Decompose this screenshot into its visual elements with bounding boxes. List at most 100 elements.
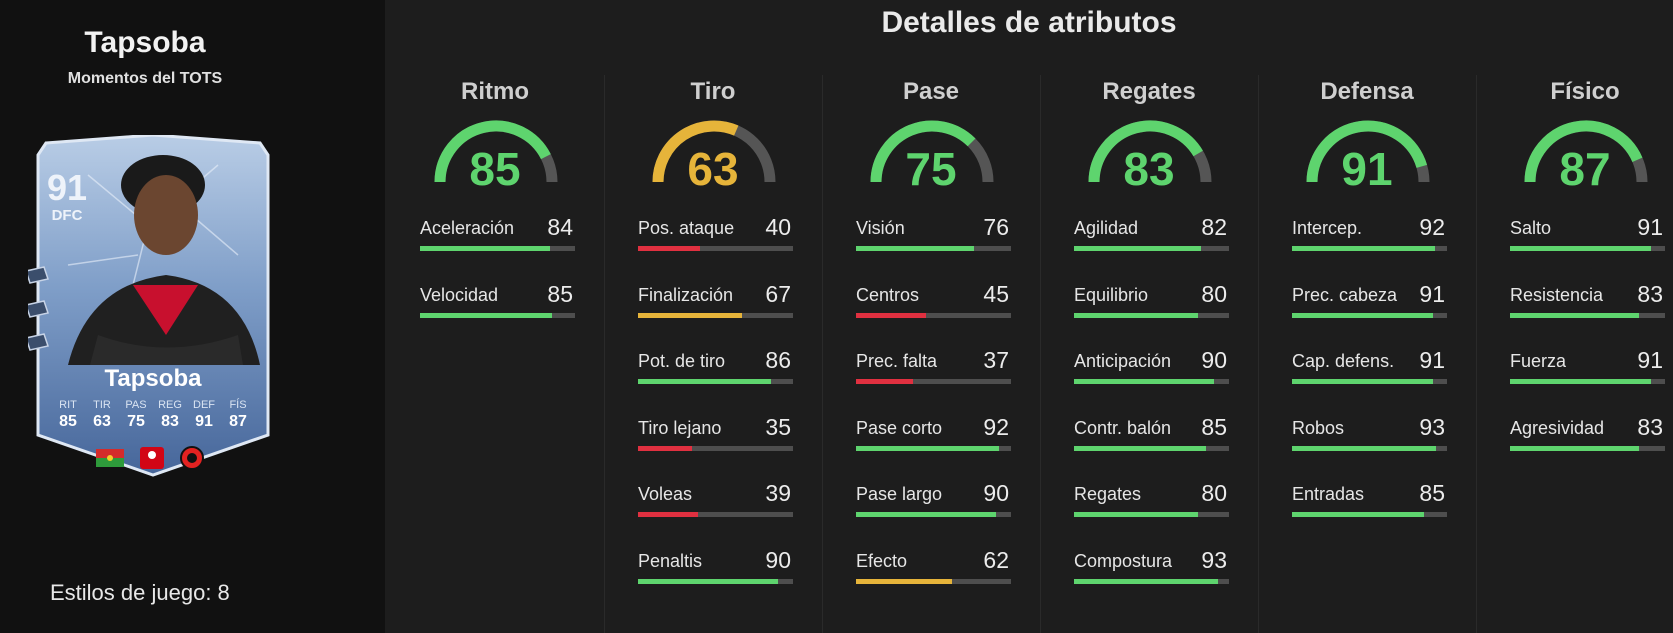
stat-bar-fill [856, 246, 974, 251]
chemistry-style-icons [28, 266, 49, 351]
stat-bar [856, 312, 1011, 318]
stat-row: Cap. defens. 91 [1292, 347, 1447, 387]
player-photo [68, 155, 260, 365]
stat-bar [1292, 246, 1447, 251]
stat-bar [856, 578, 1011, 584]
stat-bar [420, 246, 575, 251]
stat-value: 80 [1201, 280, 1227, 307]
stat-bar [1292, 512, 1447, 517]
stat-bar [1074, 578, 1229, 584]
stat-value: 86 [765, 347, 791, 373]
stat-row: Centros 45 [856, 281, 1011, 321]
stat-value: 62 [983, 546, 1009, 573]
stat-bar [1510, 445, 1665, 451]
stat-bar-fill [1510, 312, 1639, 318]
gauge-fill [652, 120, 739, 183]
stat-label: Agresividad [1510, 417, 1605, 438]
card-stat-value: 87 [229, 413, 247, 430]
rating-gauge [1306, 120, 1430, 183]
stat-label: Regates [1074, 484, 1142, 504]
card-stat: PAS 75 [120, 399, 152, 431]
player-card[interactable]: 91 DFC Tapsoba RIT 85 TIR 63 PAS 75 REG 83 D… [28, 135, 278, 485]
stat-label: Pot. de tiro [638, 351, 726, 371]
stat-value: 35 [765, 413, 791, 440]
stat-row: Salto 91 [1510, 214, 1665, 254]
stat-bar-fill [856, 445, 999, 451]
stat-row: Prec. cabeza 91 [1292, 281, 1447, 321]
stat-label: Pase corto [856, 417, 943, 438]
stat-row: Aceleración 84 [420, 214, 575, 254]
card-stat: RIT 85 [52, 399, 84, 431]
stat-row: Finalización 67 [638, 281, 793, 321]
stat-value: 91 [1419, 347, 1445, 373]
column-divider [1258, 75, 1259, 633]
category-name: Ritmo [461, 78, 529, 105]
stat-value: 80 [1201, 480, 1227, 506]
stat-row: Anticipación 90 [1074, 347, 1229, 387]
stat-bar [638, 512, 793, 517]
stat-label: Equilibrio [1074, 284, 1149, 305]
stat-label: Pos. ataque [638, 218, 735, 238]
stat-row: Visión 76 [856, 214, 1011, 254]
stat-bar-fill [1292, 312, 1434, 318]
stat-bar-fill [638, 379, 772, 384]
stat-row: Velocidad 85 [420, 281, 575, 321]
stat-bar [1074, 312, 1229, 318]
stat-bar [1510, 246, 1665, 251]
stat-label: Aceleración [420, 218, 515, 238]
category-rating: 83 [1123, 143, 1175, 195]
stat-row: Robos 93 [1292, 414, 1447, 454]
card-player-name: Tapsoba [104, 365, 202, 392]
stat-bar-fill [1510, 379, 1652, 384]
stat-bar [856, 379, 1011, 384]
bayer-leverkusen-crest-icon [180, 446, 204, 470]
player-panel: Tapsoba Momentos del TOTS [0, 0, 385, 633]
column-divider [1476, 75, 1477, 633]
stat-bar-fill [1074, 445, 1206, 451]
stat-row: Compostura 93 [1074, 547, 1229, 587]
stat-row: Entradas 85 [1292, 480, 1447, 520]
stat-bar [420, 312, 575, 318]
stat-value: 92 [1419, 214, 1445, 240]
stat-value: 93 [1419, 413, 1445, 440]
attribute-column-5: Físico 87 Salto 91 Resistencia 83 Fuerza 91 Agre… [1490, 68, 1673, 633]
rating-gauge [652, 120, 776, 183]
stat-bar-fill [856, 512, 996, 517]
stat-bar-fill [638, 578, 778, 584]
stat-value: 40 [765, 214, 791, 240]
stat-bar [1074, 246, 1229, 251]
stat-bar [856, 246, 1011, 251]
stat-bar [1292, 445, 1447, 451]
stat-value: 76 [983, 214, 1009, 240]
stat-bar [638, 445, 793, 451]
gauge-fill [434, 120, 551, 183]
stat-value: 85 [547, 280, 573, 307]
stat-bar-fill [1074, 246, 1202, 251]
attribute-column-2: Pase 75 Visión 76 Centros 45 Prec. falta 37 Pase… [836, 68, 1026, 633]
stat-bar-fill [1292, 379, 1434, 384]
card-stat-label: DEF [193, 399, 215, 411]
stat-label: Salto [1510, 218, 1552, 238]
stat-bar-fill [1074, 578, 1219, 584]
stat-label: Finalización [638, 284, 734, 305]
category-name: Tiro [690, 78, 736, 105]
gauge-fill [870, 120, 976, 183]
stat-value: 90 [1201, 347, 1227, 373]
category-name: Pase [902, 78, 960, 105]
stat-row: Pase largo 90 [856, 480, 1011, 520]
rating-gauge [870, 120, 994, 183]
card-rating: 91 [46, 167, 88, 208]
stat-label: Prec. falta [856, 351, 938, 371]
card-background [28, 135, 270, 477]
stat-bar-fill [1292, 246, 1435, 251]
stat-label: Compostura [1074, 550, 1173, 571]
stat-label: Resistencia [1510, 284, 1604, 305]
stat-bar [638, 379, 793, 384]
attribute-column-0: Ritmo 85 Aceleración 84 Velocidad 85 [400, 68, 590, 633]
stat-bar-fill [420, 312, 552, 318]
stat-row: Pot. de tiro 86 [638, 347, 793, 387]
card-version-label: Momentos del TOTS [67, 70, 223, 87]
stat-bar-fill [856, 578, 953, 584]
playstyles-count[interactable]: Estilos de juego: 8 [50, 580, 230, 605]
column-divider [1040, 75, 1041, 633]
